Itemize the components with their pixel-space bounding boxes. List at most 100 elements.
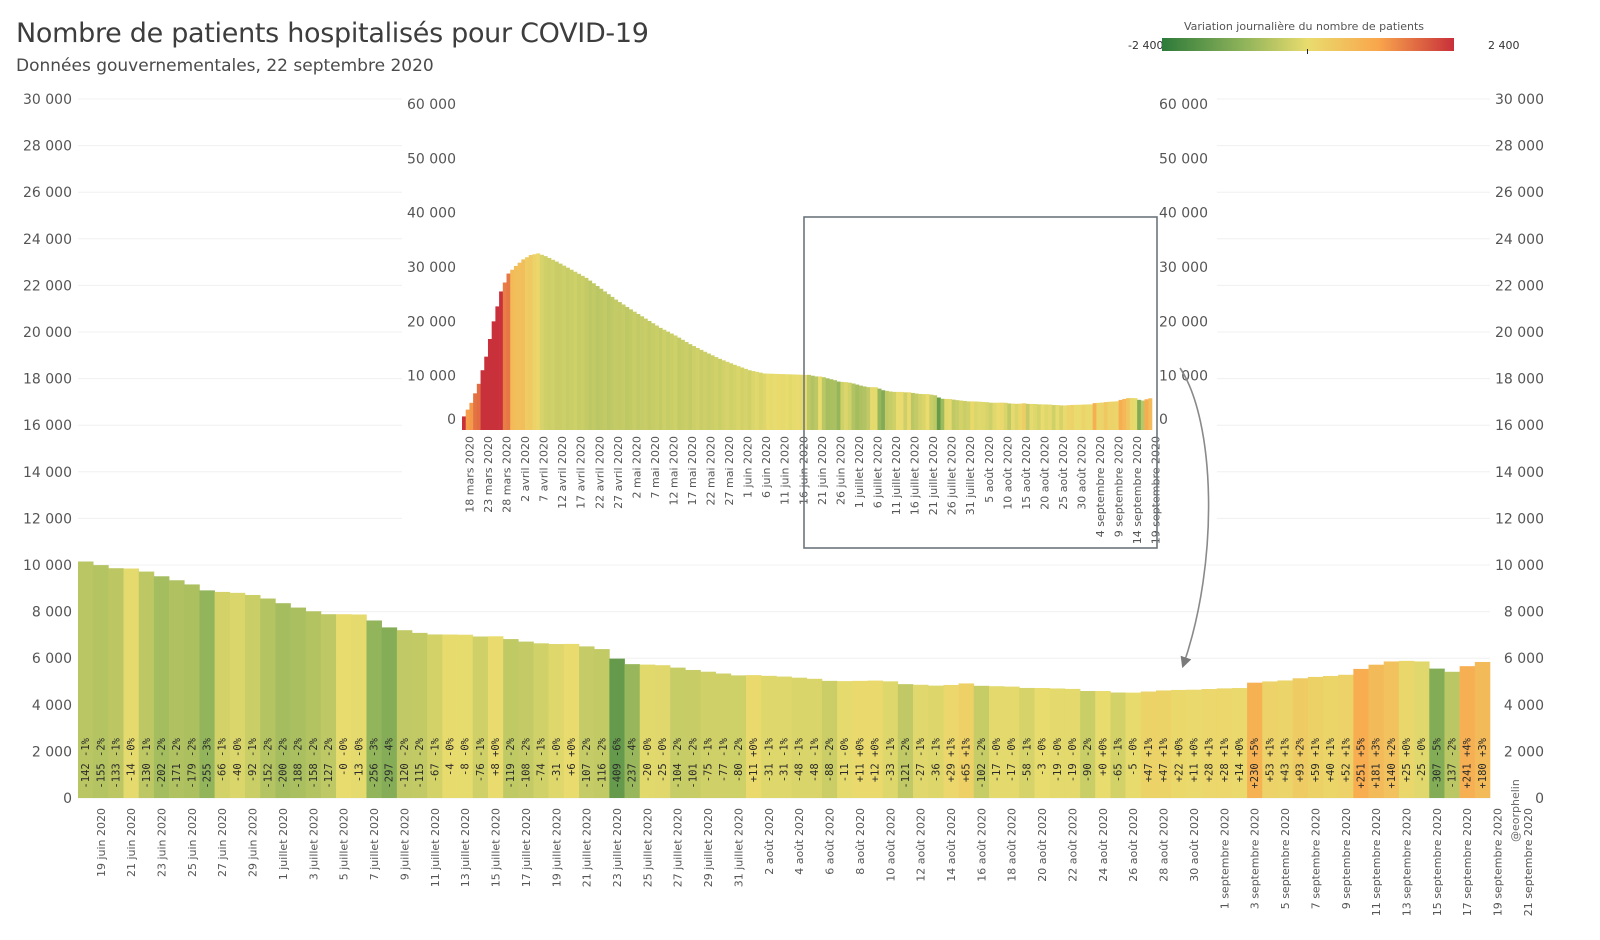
overview-date-label: 26 juillet 2020 (946, 436, 959, 515)
main-y-tick-right: 18 000 (1495, 372, 1544, 388)
main-y-tick-right: 12 000 (1495, 511, 1544, 527)
main-y-tick-left: 24 000 (23, 232, 72, 248)
variation-label: -40 -0% (232, 737, 244, 782)
variation-label: -152 -2% (262, 737, 274, 788)
variation-label: +47 +1% (1143, 737, 1155, 782)
main-date-label: 30 août 2020 (1188, 808, 1201, 882)
variation-label: -202 -2% (156, 737, 168, 788)
overview-date-label: 25 août 2020 (1057, 436, 1070, 510)
main-bar (78, 561, 94, 798)
overview-bar (758, 372, 763, 430)
variation-label: +28 +1% (1204, 737, 1216, 782)
overview-bar (1126, 398, 1131, 430)
overview-bar (1092, 403, 1097, 430)
main-y-tick-left: 22 000 (23, 278, 72, 294)
overview-bar (721, 360, 726, 430)
main-x-axis: 19 juin 2020 21 juin 2020 23 juin 2020 25 j… (95, 808, 1535, 916)
main-bar (700, 671, 716, 798)
overview-bar (777, 373, 782, 430)
overview-bar (614, 299, 619, 430)
overview-bar (573, 271, 578, 430)
main-bar (396, 630, 413, 798)
main-y-axis-right: 0 2 000 4 000 6 000 8 000 10 000 12 000 14 000 1… (1495, 92, 1544, 807)
main-date-label: 13 septembre 2020 (1400, 808, 1413, 916)
overview-bar (517, 262, 522, 430)
main-bar (1262, 681, 1278, 798)
main-y-tick-left: 6 000 (32, 651, 72, 667)
overview-date-label: 11 juin 2020 (779, 436, 792, 505)
overview-bar (562, 265, 567, 430)
variation-label: -107 -2% (581, 737, 593, 788)
zoom-box (803, 216, 1158, 549)
variation-label: -48 -1% (794, 737, 806, 782)
overview-bar (766, 373, 771, 430)
overview-y-tick-right: 0 (1159, 412, 1168, 428)
overview-bar (992, 402, 997, 430)
variation-label: -409 -6% (611, 737, 623, 788)
overview-bar (870, 387, 875, 430)
overview-bar (1037, 404, 1042, 430)
overview-date-label: 17 mai 2020 (686, 436, 699, 506)
overview-bar (899, 391, 904, 430)
variation-label: +8 +0% (490, 737, 502, 776)
main-bar (199, 590, 215, 798)
variation-label: -142 -1% (80, 737, 92, 788)
overview-date-label: 15 août 2020 (1020, 436, 1033, 510)
overview-bar (506, 273, 511, 430)
overview-bar (710, 355, 715, 430)
overview-bar (632, 311, 637, 430)
main-bar (897, 684, 914, 798)
variation-label: -65 -1% (1113, 737, 1125, 782)
main-bar (791, 677, 808, 798)
overview-bar (736, 366, 741, 430)
overview-bar (918, 393, 923, 430)
overview-date-label: 10 août 2020 (1001, 436, 1014, 510)
overview-y-tick-left: 60 000 (407, 97, 456, 113)
main-date-label: 5 septembre 2020 (1279, 808, 1292, 909)
overview-bar (1029, 403, 1034, 430)
legend-color-scale (1162, 38, 1454, 51)
main-bar (1368, 664, 1385, 798)
overview-bar (528, 255, 533, 430)
overview-date-label: 7 avril 2020 (538, 436, 551, 502)
overview-bar (955, 400, 960, 430)
overview-bar (521, 259, 526, 430)
overview-bar (732, 364, 737, 430)
overview-bar (762, 373, 767, 430)
variation-label: -11 -0% (839, 737, 851, 782)
overview-bar (1011, 403, 1016, 430)
main-y-tick-right: 0 (1535, 791, 1544, 807)
main-bar (1064, 688, 1081, 798)
variation-label: -127 -2% (323, 737, 335, 788)
main-bar (275, 603, 291, 798)
overview-bar (1062, 405, 1067, 430)
overview-date-label: 1 juin 2020 (742, 436, 755, 498)
overview-x-axis: 18 mars 2020 23 mars 2020 28 mars 2020 2 av… (463, 436, 1162, 544)
variation-label: +241 +4% (1462, 737, 1474, 788)
overview-y-tick-right: 50 000 (1159, 151, 1208, 167)
zoom-arrow (1179, 367, 1210, 669)
main-bar (305, 611, 322, 798)
overview-y-tick-right: 60 000 (1159, 97, 1208, 113)
overview-bar (539, 254, 544, 430)
zoom-arrow-path (1179, 367, 1210, 669)
overview-bar (929, 394, 934, 430)
main-date-label: 19 juin 2020 (95, 808, 108, 877)
main-bar (1171, 689, 1187, 798)
overview-date-label: 11 juillet 2020 (890, 436, 903, 515)
main-y-tick-right: 28 000 (1495, 139, 1544, 155)
overview-bar (662, 329, 667, 430)
overview-bar (873, 387, 878, 430)
overview-date-label: 18 mars 2020 (463, 436, 476, 513)
variation-label: +29 +1% (946, 737, 958, 782)
main-bar (320, 614, 337, 798)
main-bar (821, 680, 838, 798)
overview-date-label: 1 juillet 2020 (853, 436, 866, 508)
overview-bar (688, 344, 693, 430)
overview-bar (755, 371, 760, 430)
overview-bar (469, 402, 474, 430)
main-date-label: 21 septembre 2020 (1522, 808, 1535, 916)
main-bar (1414, 661, 1430, 798)
main-date-label: 23 juillet 2020 (611, 808, 624, 887)
